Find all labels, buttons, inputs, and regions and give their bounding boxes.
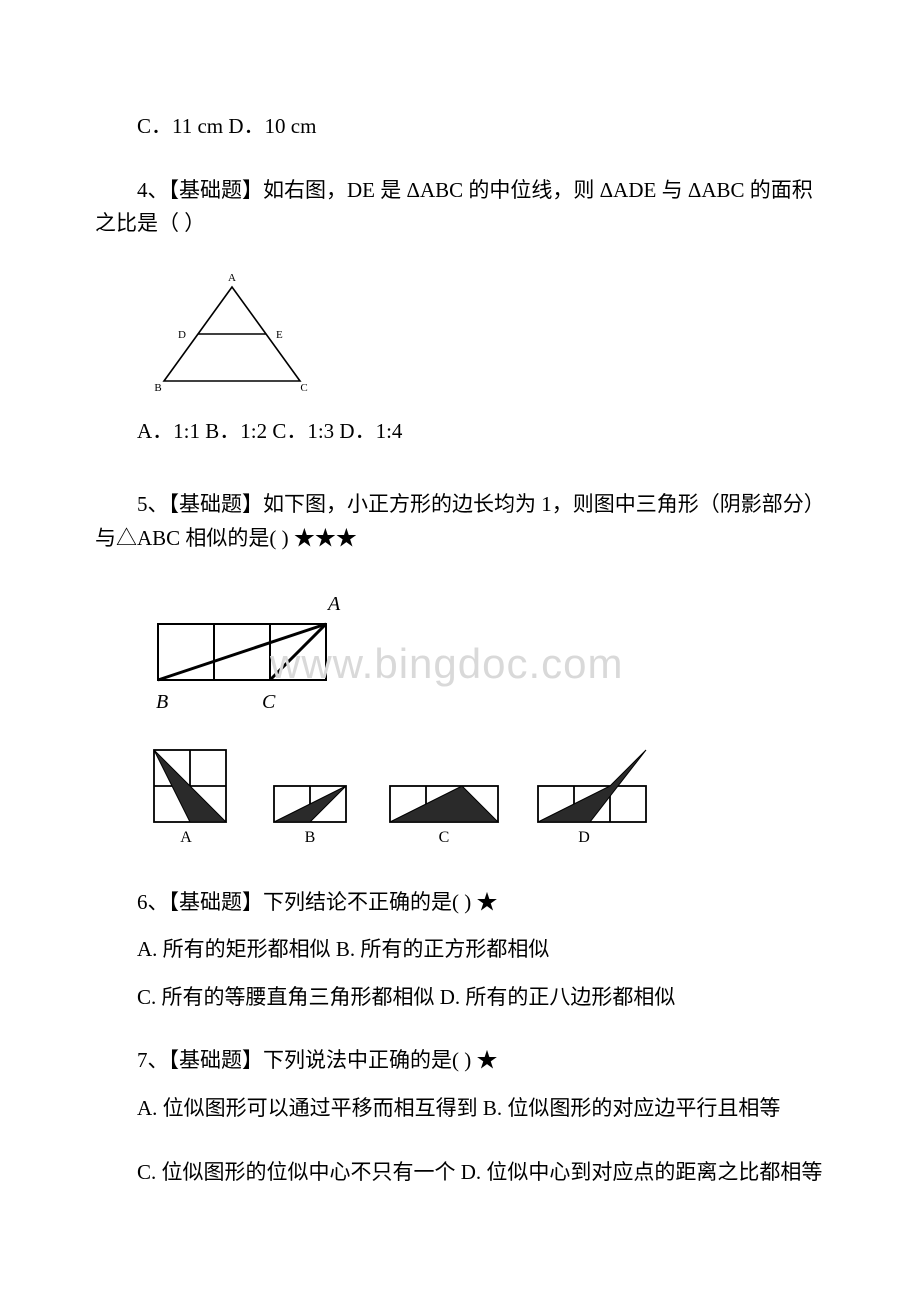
q7-options-cd: C. 位似图形的位似中心不只有一个 D. 位似中心到对应点的距离之比都相等 [95, 1156, 825, 1190]
triangle-midsegment-svg: A D E B C [150, 271, 320, 397]
q5-opt-A-label: A [180, 829, 192, 846]
q7-opt-cd-span: C. 位似图形的位似中心不只有一个 D. 位似中心到对应点的距离之比都相等 [95, 1156, 822, 1190]
q5-main-svg: A B C [150, 586, 385, 746]
label-B: B [154, 382, 161, 394]
q5-opt-C-label: C [439, 829, 450, 846]
q6-options-ab: A. 所有的矩形都相似 B. 所有的正方形都相似 [95, 933, 825, 967]
q5-options-svg: A B C [150, 746, 670, 846]
q7-options-ab: A. 位似图形可以通过平移而相互得到 B. 位似图形的对应边平行且相等 [95, 1092, 825, 1126]
q7-opt-ab-span: A. 位似图形可以通过平移而相互得到 B. 位似图形的对应边平行且相等 [95, 1092, 780, 1126]
q5-text-span: 5、【基础题】如下图，小正方形的边长均为 1，则图中三角形（阴影部分）与△ABC… [95, 488, 825, 555]
q4-text: 4、【基础题】如右图，DE 是 ΔABC 的中位线，则 ΔADE 与 ΔABC … [95, 174, 825, 241]
document-page: C．11 cm D．10 cm 4、【基础题】如右图，DE 是 ΔABC 的中位… [0, 0, 920, 1299]
q5-opt-D-label: D [578, 829, 590, 846]
q5-label-C: C [262, 691, 276, 713]
q5-label-A: A [326, 593, 341, 615]
label-C: C [300, 382, 307, 394]
q7-text: 7、【基础题】下列说法中正确的是( ) ★ [95, 1044, 825, 1078]
label-D: D [178, 329, 186, 341]
q5-label-B: B [156, 691, 168, 713]
label-E: E [276, 329, 283, 341]
q5-figures: www.bingdoc.com A B C [150, 586, 825, 846]
q6-text: 6、【基础题】下列结论不正确的是( ) ★ [95, 886, 825, 920]
label-A: A [228, 272, 236, 284]
q5-text: 5、【基础题】如下图，小正方形的边长均为 1，则图中三角形（阴影部分）与△ABC… [95, 488, 825, 555]
q4-text-span: 4、【基础题】如右图，DE 是 ΔABC 的中位线，则 ΔADE 与 ΔABC … [95, 174, 825, 241]
q4-options: A．1:1 B．1:2 C．1:3 D．1:4 [95, 415, 825, 449]
q3-options-cd: C．11 cm D．10 cm [95, 110, 825, 144]
q5-opt-B-label: B [305, 829, 316, 846]
q6-options-cd: C. 所有的等腰直角三角形都相似 D. 所有的正八边形都相似 [95, 981, 825, 1015]
q4-figure: A D E B C [150, 271, 825, 397]
